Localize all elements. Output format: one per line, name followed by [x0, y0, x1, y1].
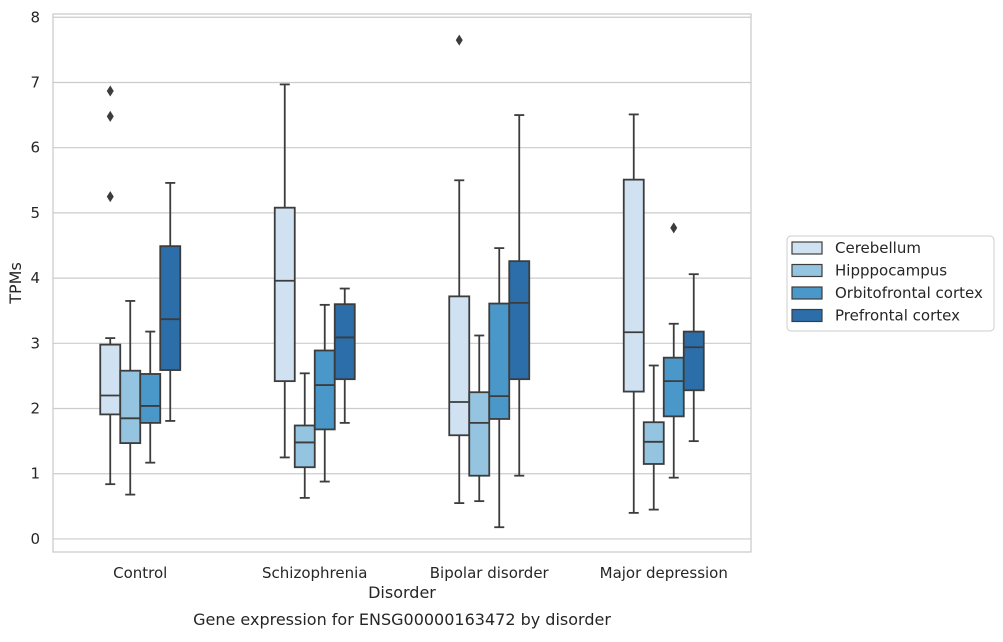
legend-frame	[786, 235, 995, 332]
outlier-marker	[106, 85, 114, 97]
box	[99, 343, 122, 416]
box	[488, 302, 511, 420]
plot-frame	[52, 13, 752, 553]
x-tick-label: Schizophrenia	[262, 564, 367, 582]
box	[622, 178, 645, 393]
outlier-marker	[106, 191, 114, 203]
y-tick-label: 0	[30, 530, 40, 548]
y-tick-label: 2	[30, 400, 40, 418]
y-tick-labels: 0 1 2 3 4 5 6 7 8	[30, 8, 40, 548]
box	[682, 330, 705, 392]
legend: Cerebellum Hipppocampus Orbitofrontal cort…	[786, 235, 995, 332]
x-axis-label: Disorder	[368, 583, 436, 602]
legend-label: Cerebellum	[835, 239, 921, 257]
legend-swatch	[791, 241, 823, 255]
box	[642, 421, 665, 465]
box	[508, 260, 531, 381]
box	[468, 391, 491, 477]
box	[448, 295, 471, 437]
x-tick-label: Bipolar disorder	[430, 564, 550, 582]
y-tick-label: 5	[30, 204, 40, 222]
legend-label: Orbitofrontal cortex	[835, 284, 983, 302]
y-axis-label: TPMs	[6, 262, 25, 305]
box	[159, 245, 182, 371]
legend-swatch	[791, 286, 823, 300]
x-tick-label: Control	[113, 564, 167, 582]
legend-label: Prefrontal cortex	[835, 307, 960, 325]
box	[313, 349, 336, 431]
box	[119, 369, 142, 444]
box	[273, 206, 296, 383]
box	[333, 303, 356, 381]
outlier-marker	[106, 110, 114, 122]
y-tick-label: 4	[30, 269, 40, 287]
box	[293, 424, 316, 469]
x-tick-label: Major depression	[600, 564, 728, 582]
y-tick-label: 1	[30, 465, 40, 483]
legend-label: Hipppocampus	[835, 262, 947, 280]
legend-swatch	[791, 263, 823, 278]
figure-caption: Gene expression for ENSG00000163472 by d…	[193, 610, 611, 629]
outlier-marker	[670, 222, 678, 234]
box	[662, 356, 685, 418]
plot-area	[53, 14, 751, 552]
box	[139, 373, 162, 424]
y-tick-label: 6	[30, 139, 40, 157]
outlier-marker	[455, 34, 463, 46]
box-plot-series	[99, 34, 705, 529]
y-tick-label: 3	[30, 334, 40, 352]
legend-swatch	[791, 308, 823, 323]
y-tick-label: 7	[30, 73, 40, 91]
y-tick-label: 8	[30, 8, 40, 26]
x-tick-labels: Control Schizophrenia Bipolar disorder Majo…	[113, 564, 728, 582]
